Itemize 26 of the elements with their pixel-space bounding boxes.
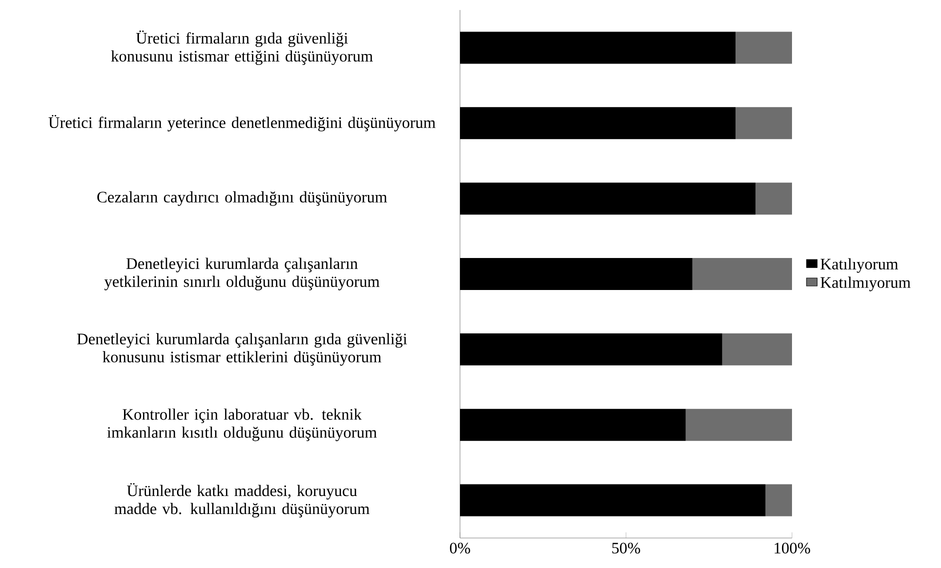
y-tick-label: Ürünlerde katkı maddesi, koruyucu madde vb. kullanıldığını düşünüyorum	[114, 483, 370, 518]
bar	[692, 258, 792, 290]
bar	[736, 32, 792, 64]
bar	[722, 333, 792, 366]
y-tick-label: Kontroller için laboratuar vb. teknik imkanların kısıtlı olduğunu düşünüyorum	[107, 408, 377, 442]
y-tick-label: Üretici firmaların yeterince denetlenmediğini düşünüyorum	[48, 114, 436, 132]
y-tick-label: Cezaların caydırıcı olmadığını düşünüyorum	[97, 191, 388, 206]
x-tick-label: 100%	[774, 542, 810, 554]
legend-label: Katılıyorum	[820, 258, 898, 273]
bar	[755, 182, 792, 215]
legend-label: Katılmıyorum	[820, 276, 911, 292]
bar	[460, 408, 686, 441]
bar	[460, 484, 766, 516]
bar	[686, 408, 792, 441]
y-tick-label: Denetleyici kurumlarda çalışanların yetkilerinin sınırlı olduğunu düşünüyorum	[104, 258, 380, 290]
bar	[460, 182, 756, 215]
bar	[460, 32, 736, 64]
bar	[460, 333, 722, 366]
bar	[765, 484, 792, 516]
x-tick-label: 50%	[612, 542, 640, 554]
bar	[460, 107, 736, 140]
bar	[736, 107, 792, 140]
y-tick-label: Üretici firmaların gıda güvenliği konusunu istismar ettiğini düşünüyorum	[111, 30, 373, 65]
y-tick-label: Denetleyici kurumlarda çalışanların gıda güvenliği konusunu istismar ettiklerini düşünüyorum	[77, 333, 407, 366]
bar	[460, 258, 692, 290]
x-tick-label: 0%	[450, 542, 470, 554]
